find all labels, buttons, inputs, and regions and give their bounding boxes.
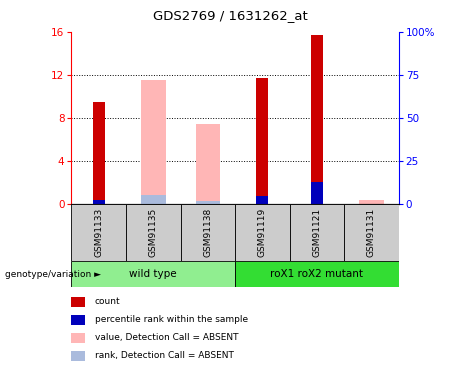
Text: GSM91119: GSM91119 — [258, 208, 267, 257]
Text: count: count — [95, 297, 120, 306]
Bar — [344, 204, 399, 261]
Bar — [256, 196, 268, 204]
Text: wild type: wild type — [130, 269, 177, 279]
Text: GSM91138: GSM91138 — [203, 208, 213, 257]
Bar — [290, 204, 344, 261]
Text: percentile rank within the sample: percentile rank within the sample — [95, 315, 248, 324]
Bar — [141, 195, 165, 204]
Text: value, Detection Call = ABSENT: value, Detection Call = ABSENT — [95, 333, 238, 342]
Bar — [71, 204, 126, 261]
Bar — [235, 261, 399, 287]
Bar — [71, 261, 235, 287]
Bar — [126, 204, 181, 261]
Text: GSM91131: GSM91131 — [367, 208, 376, 257]
Bar — [235, 204, 290, 261]
Text: GDS2769 / 1631262_at: GDS2769 / 1631262_at — [153, 9, 308, 22]
Text: genotype/variation ►: genotype/variation ► — [5, 270, 100, 279]
Bar — [256, 78, 268, 204]
Text: roX1 roX2 mutant: roX1 roX2 mutant — [271, 269, 363, 279]
Bar — [311, 35, 323, 204]
Bar — [195, 201, 220, 204]
Bar — [93, 102, 105, 204]
Bar — [93, 200, 105, 204]
Text: rank, Detection Call = ABSENT: rank, Detection Call = ABSENT — [95, 351, 233, 360]
Bar — [311, 182, 323, 204]
Text: GSM91121: GSM91121 — [313, 208, 321, 257]
Bar — [359, 200, 384, 204]
Text: GSM91133: GSM91133 — [94, 208, 103, 257]
Bar — [195, 123, 220, 204]
Bar — [141, 80, 165, 204]
Bar — [181, 204, 235, 261]
Text: GSM91135: GSM91135 — [149, 208, 158, 257]
